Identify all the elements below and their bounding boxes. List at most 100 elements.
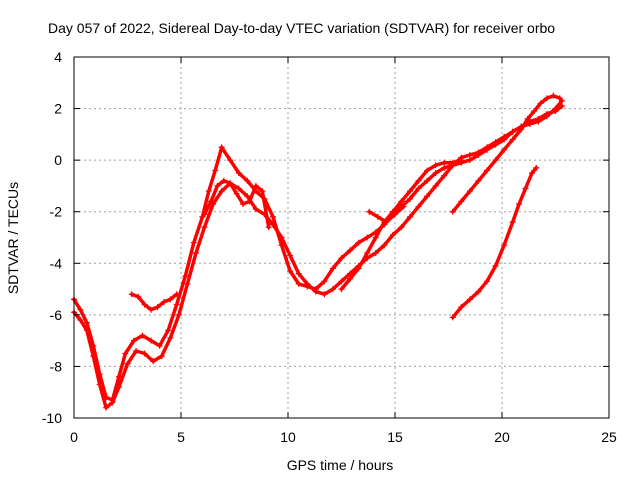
data-point <box>400 203 407 210</box>
data-point <box>535 115 542 122</box>
data-point <box>466 188 473 195</box>
series-5-points <box>338 157 465 293</box>
data-point <box>130 337 137 344</box>
data-point <box>516 200 523 207</box>
series-8-line <box>451 166 538 320</box>
data-point <box>128 291 135 298</box>
data-point <box>109 399 116 406</box>
data-point <box>398 224 405 231</box>
data-point <box>558 102 565 109</box>
data-point <box>543 110 550 117</box>
data-point <box>240 200 247 207</box>
plot-frame <box>73 56 610 419</box>
data-point <box>392 211 398 218</box>
data-point <box>124 360 131 367</box>
data-point <box>233 190 240 197</box>
data-point <box>398 198 405 205</box>
data-point <box>173 301 180 308</box>
data-point <box>372 234 379 241</box>
data-point <box>347 270 354 277</box>
data-point <box>406 213 413 220</box>
data-point <box>160 298 167 305</box>
data-point <box>432 162 439 169</box>
data-point <box>252 206 259 213</box>
y-tick-label: 2 <box>54 101 62 117</box>
data-point <box>556 95 563 102</box>
data-point <box>372 249 379 256</box>
data-point <box>295 270 302 277</box>
data-point <box>531 108 538 115</box>
x-tick-label: 0 <box>70 429 78 445</box>
data-point <box>167 335 174 342</box>
data-point <box>148 337 155 344</box>
series-3-points <box>128 291 180 313</box>
x-axis-label: GPS time / hours <box>287 457 394 473</box>
data-point <box>518 126 525 133</box>
data-point <box>458 157 465 164</box>
data-point <box>552 108 559 115</box>
data-point <box>383 219 390 226</box>
data-point <box>466 151 473 158</box>
y-tick-label: 4 <box>54 49 62 65</box>
y-tick-label: -2 <box>50 204 63 220</box>
data-point <box>295 280 302 287</box>
data-point <box>133 347 140 354</box>
data-point <box>167 296 174 303</box>
data-point <box>235 185 242 192</box>
data-point <box>492 262 499 269</box>
data-point <box>115 384 122 391</box>
y-tick-label: -10 <box>42 410 62 426</box>
data-point <box>406 188 413 195</box>
data-point <box>492 139 499 146</box>
data-point <box>312 288 319 295</box>
data-point <box>475 149 482 156</box>
y-tick-label: -6 <box>50 307 63 323</box>
data-point <box>347 247 354 254</box>
data-point <box>252 182 259 189</box>
data-point <box>103 404 110 411</box>
data-point <box>220 177 227 184</box>
data-point <box>415 185 422 192</box>
y-tick-label: 0 <box>54 152 62 168</box>
data-point <box>205 188 212 195</box>
data-point <box>287 252 294 259</box>
series-6-points <box>366 203 407 226</box>
data-point <box>329 265 336 272</box>
data-point <box>355 265 362 272</box>
data-point <box>218 188 225 195</box>
data-point <box>83 319 90 326</box>
data-point <box>501 133 508 140</box>
data-point <box>141 301 148 308</box>
data-point <box>406 195 413 202</box>
data-point <box>287 268 294 275</box>
data-point <box>441 172 448 179</box>
y-axis-label: SDTVAR / TECUs <box>5 182 21 294</box>
y-tick-label: -4 <box>50 255 63 271</box>
data-point <box>458 198 465 205</box>
data-point <box>458 304 465 311</box>
data-point <box>96 381 103 388</box>
grid <box>74 57 609 418</box>
data-point <box>90 353 97 360</box>
data-point <box>244 193 251 200</box>
data-point <box>543 95 550 102</box>
data-point <box>304 280 311 287</box>
data-point <box>475 177 482 184</box>
y-tick-label: -8 <box>50 358 63 374</box>
data-point <box>364 234 371 241</box>
data-point <box>424 177 431 184</box>
data-point <box>154 304 161 311</box>
data-point <box>415 177 422 184</box>
data-point <box>165 327 172 334</box>
data-point <box>207 198 214 205</box>
data-point <box>150 358 157 365</box>
data-point <box>158 353 165 360</box>
data-point <box>441 164 448 171</box>
data-point <box>501 146 508 153</box>
data-point <box>227 180 234 187</box>
data-point <box>246 198 253 205</box>
data-point <box>509 128 516 135</box>
data-point <box>235 170 242 177</box>
data-point <box>173 291 180 298</box>
x-tick-label: 10 <box>280 429 296 445</box>
